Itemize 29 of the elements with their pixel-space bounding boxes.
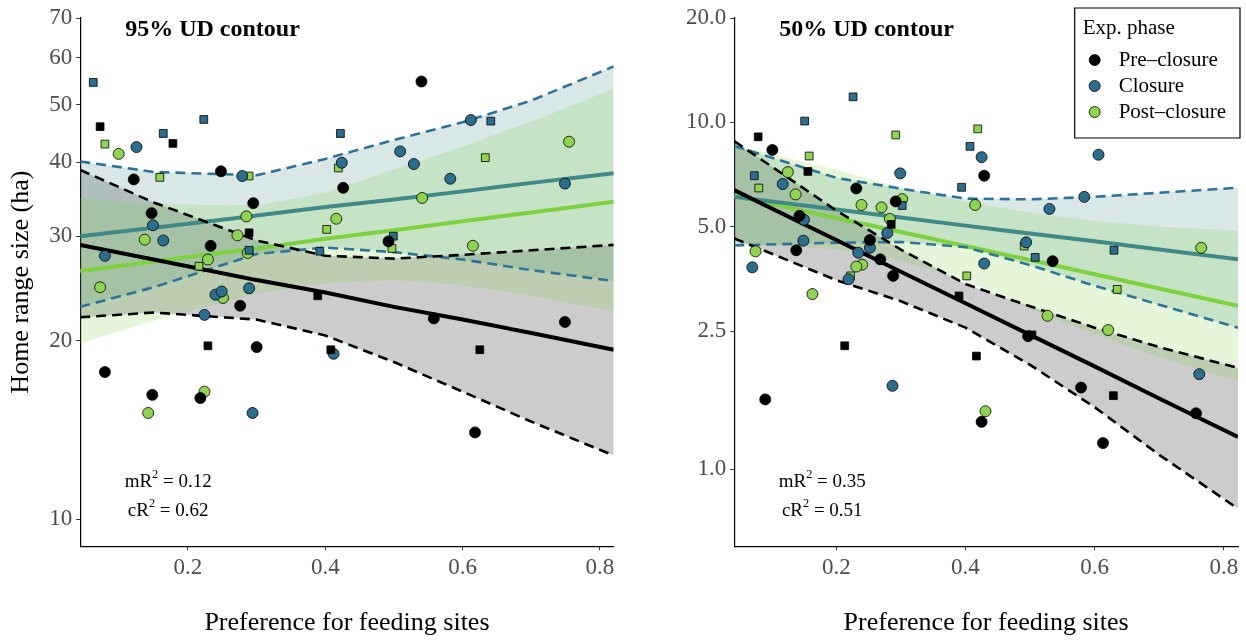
y-tick-label: 40: [49, 148, 73, 174]
legend-title: Exp. phase: [1082, 14, 1175, 39]
y-tick-label: 2.5: [697, 317, 727, 343]
y-tick-label: 20.0: [686, 4, 727, 30]
y-tick-label: 10.0: [686, 108, 727, 134]
x-tick-label: 0.6: [448, 554, 478, 580]
chart-title: 95% UD contour: [125, 15, 301, 42]
y-tick-label: 20: [49, 326, 73, 352]
y-tick-label: 30: [49, 222, 73, 248]
x-tick-label: 0.6: [1080, 554, 1109, 580]
y-axis-title: Home range size (ha): [5, 170, 35, 394]
y-tick-label: 70: [49, 4, 73, 30]
x-tick-label: 0.8: [1209, 554, 1239, 580]
legend-label: Closure: [1118, 72, 1184, 97]
y-tick-label: 50: [49, 90, 73, 116]
legend-label: Pre–closure: [1118, 46, 1218, 71]
x-tick-label: 0.4: [310, 554, 341, 580]
y-tick-label: 1.0: [697, 455, 727, 481]
x-tick-label: 0.2: [173, 554, 203, 580]
chart-title: 50% UD contour: [779, 15, 955, 42]
x-tick-label: 0.8: [585, 554, 615, 580]
y-tick-label: 5.0: [697, 212, 727, 238]
y-tick-label: 10: [49, 505, 73, 531]
legend-label: Post–closure: [1118, 98, 1226, 123]
x-axis-title: Preference for feeding sites: [843, 607, 1129, 637]
x-tick-label: 0.2: [821, 554, 851, 580]
x-tick-label: 0.4: [951, 554, 981, 580]
x-axis-title: Preference for feeding sites: [204, 607, 490, 637]
y-tick-label: 60: [49, 43, 73, 69]
